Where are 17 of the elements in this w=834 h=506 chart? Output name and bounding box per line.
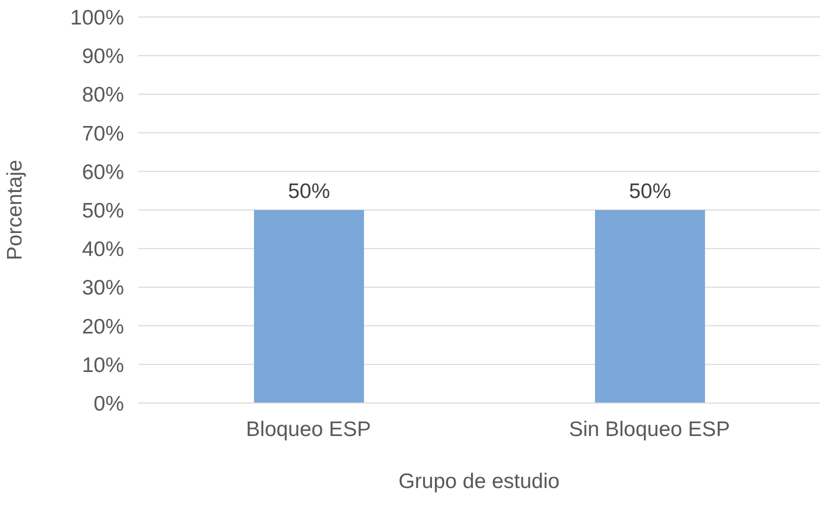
- x-axis-title: Grupo de estudio: [398, 470, 560, 493]
- y-tick-label: 10%: [82, 354, 124, 377]
- y-tick-label: 100%: [70, 6, 124, 30]
- y-tick-label: 90%: [82, 45, 124, 68]
- y-tick-label: 60%: [82, 160, 124, 184]
- y-tick-label: 70%: [82, 122, 124, 146]
- y-tick-label: 50%: [82, 199, 124, 222]
- y-tick-label: 0%: [94, 392, 124, 416]
- x-tick-label: Bloqueo ESP: [246, 418, 371, 441]
- y-tick-label: 40%: [82, 238, 124, 262]
- y-tick-label: 30%: [82, 276, 124, 300]
- y-tick-label: 20%: [82, 315, 124, 338]
- data-label: 50%: [628, 180, 672, 203]
- data-label: 50%: [288, 180, 330, 203]
- y-tick-label: 80%: [82, 84, 124, 107]
- y-axis-title: Porcentaje: [3, 160, 26, 260]
- x-tick-label: Sin Bloqueo ESP: [568, 418, 730, 441]
